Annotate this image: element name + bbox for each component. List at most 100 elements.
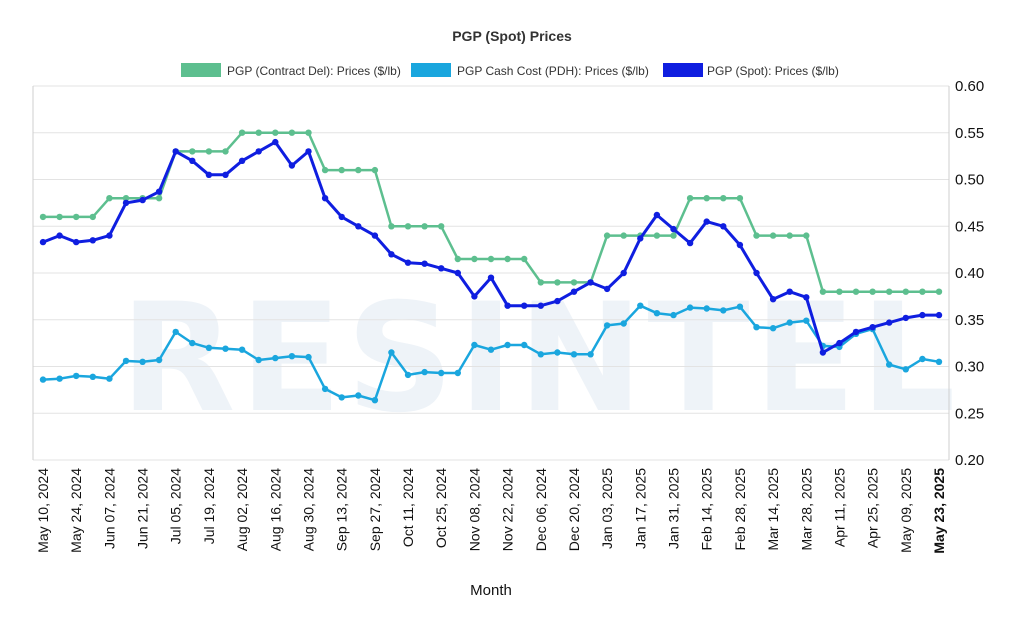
data-point[interactable] xyxy=(504,341,511,349)
data-point[interactable] xyxy=(653,232,661,239)
data-point[interactable] xyxy=(521,341,528,349)
data-point[interactable] xyxy=(155,195,163,202)
data-point[interactable] xyxy=(255,129,262,136)
data-point[interactable] xyxy=(321,166,329,174)
data-point[interactable] xyxy=(222,171,229,178)
data-point[interactable] xyxy=(155,188,163,195)
data-point[interactable] xyxy=(935,311,943,319)
data-point[interactable] xyxy=(371,397,379,404)
data-point[interactable] xyxy=(172,328,179,336)
data-point[interactable] xyxy=(73,213,80,221)
data-point[interactable] xyxy=(620,232,627,239)
data-point[interactable] xyxy=(653,310,661,317)
data-point[interactable] xyxy=(388,223,395,230)
data-point[interactable] xyxy=(355,166,362,174)
data-point[interactable] xyxy=(686,304,694,311)
data-point[interactable] xyxy=(720,195,727,202)
data-point[interactable] xyxy=(819,288,827,295)
legend-item[interactable]: PGP (Contract Del): Prices ($/lb) xyxy=(181,63,401,78)
data-point[interactable] xyxy=(438,265,445,272)
data-point[interactable] xyxy=(238,346,246,353)
data-point[interactable] xyxy=(686,239,694,247)
data-point[interactable] xyxy=(869,324,876,331)
data-point[interactable] xyxy=(637,302,644,309)
data-point[interactable] xyxy=(222,148,229,155)
data-point[interactable] xyxy=(205,148,213,155)
data-point[interactable] xyxy=(471,341,478,349)
data-point[interactable] xyxy=(89,373,97,380)
data-point[interactable] xyxy=(703,218,710,225)
data-point[interactable] xyxy=(869,288,876,295)
data-point[interactable] xyxy=(537,279,544,286)
data-point[interactable] xyxy=(753,232,760,239)
data-point[interactable] xyxy=(139,196,146,204)
data-point[interactable] xyxy=(404,223,412,230)
data-point[interactable] xyxy=(388,349,395,356)
data-point[interactable] xyxy=(603,285,611,293)
data-point[interactable] xyxy=(720,307,727,314)
data-point[interactable] xyxy=(454,269,461,277)
data-point[interactable] xyxy=(554,297,561,305)
data-point[interactable] xyxy=(836,339,843,347)
data-point[interactable] xyxy=(803,294,810,301)
data-point[interactable] xyxy=(603,232,611,239)
data-point[interactable] xyxy=(537,351,544,358)
data-point[interactable] xyxy=(703,195,710,202)
data-point[interactable] xyxy=(288,353,296,360)
data-point[interactable] xyxy=(272,138,279,146)
data-point[interactable] xyxy=(471,293,478,300)
data-point[interactable] xyxy=(73,238,80,246)
data-point[interactable] xyxy=(288,162,296,169)
data-point[interactable] xyxy=(935,288,943,295)
data-point[interactable] xyxy=(106,195,113,202)
data-point[interactable] xyxy=(736,303,744,310)
data-point[interactable] xyxy=(720,223,727,230)
data-point[interactable] xyxy=(570,351,578,358)
data-point[interactable] xyxy=(288,129,296,136)
data-point[interactable] xyxy=(587,351,594,358)
data-point[interactable] xyxy=(902,314,909,322)
data-point[interactable] xyxy=(122,357,130,365)
data-point[interactable] xyxy=(189,157,196,164)
data-point[interactable] xyxy=(570,288,578,295)
data-point[interactable] xyxy=(570,279,578,286)
data-point[interactable] xyxy=(819,349,827,356)
data-point[interactable] xyxy=(238,129,246,136)
data-point[interactable] xyxy=(620,269,627,277)
data-point[interactable] xyxy=(272,129,279,136)
data-point[interactable] xyxy=(421,223,428,230)
data-point[interactable] xyxy=(753,324,760,331)
data-point[interactable] xyxy=(487,255,495,263)
data-point[interactable] xyxy=(786,319,793,326)
data-point[interactable] xyxy=(338,394,345,401)
data-point[interactable] xyxy=(205,344,213,351)
data-point[interactable] xyxy=(122,199,130,207)
data-point[interactable] xyxy=(670,311,677,319)
data-point[interactable] xyxy=(421,260,428,267)
data-point[interactable] xyxy=(504,255,511,263)
legend-item[interactable]: PGP Cash Cost (PDH): Prices ($/lb) xyxy=(411,63,649,78)
data-point[interactable] xyxy=(603,322,611,329)
data-point[interactable] xyxy=(919,355,926,363)
data-point[interactable] xyxy=(388,251,395,258)
data-point[interactable] xyxy=(338,213,345,221)
data-point[interactable] xyxy=(404,371,412,379)
data-point[interactable] xyxy=(139,358,146,365)
data-point[interactable] xyxy=(537,302,544,309)
data-point[interactable] xyxy=(852,328,860,336)
data-point[interactable] xyxy=(736,241,744,249)
data-point[interactable] xyxy=(769,232,777,239)
data-point[interactable] xyxy=(637,235,644,242)
data-point[interactable] xyxy=(189,148,196,155)
data-point[interactable] xyxy=(454,369,461,377)
data-point[interactable] xyxy=(272,354,279,362)
data-point[interactable] xyxy=(886,288,893,295)
data-point[interactable] xyxy=(653,211,661,219)
legend-item[interactable]: PGP (Spot): Prices ($/lb) xyxy=(663,63,839,78)
data-point[interactable] xyxy=(769,325,777,332)
data-point[interactable] xyxy=(438,369,445,377)
data-point[interactable] xyxy=(769,296,777,303)
data-point[interactable] xyxy=(421,368,428,376)
data-point[interactable] xyxy=(73,372,80,380)
data-point[interactable] xyxy=(836,288,843,295)
